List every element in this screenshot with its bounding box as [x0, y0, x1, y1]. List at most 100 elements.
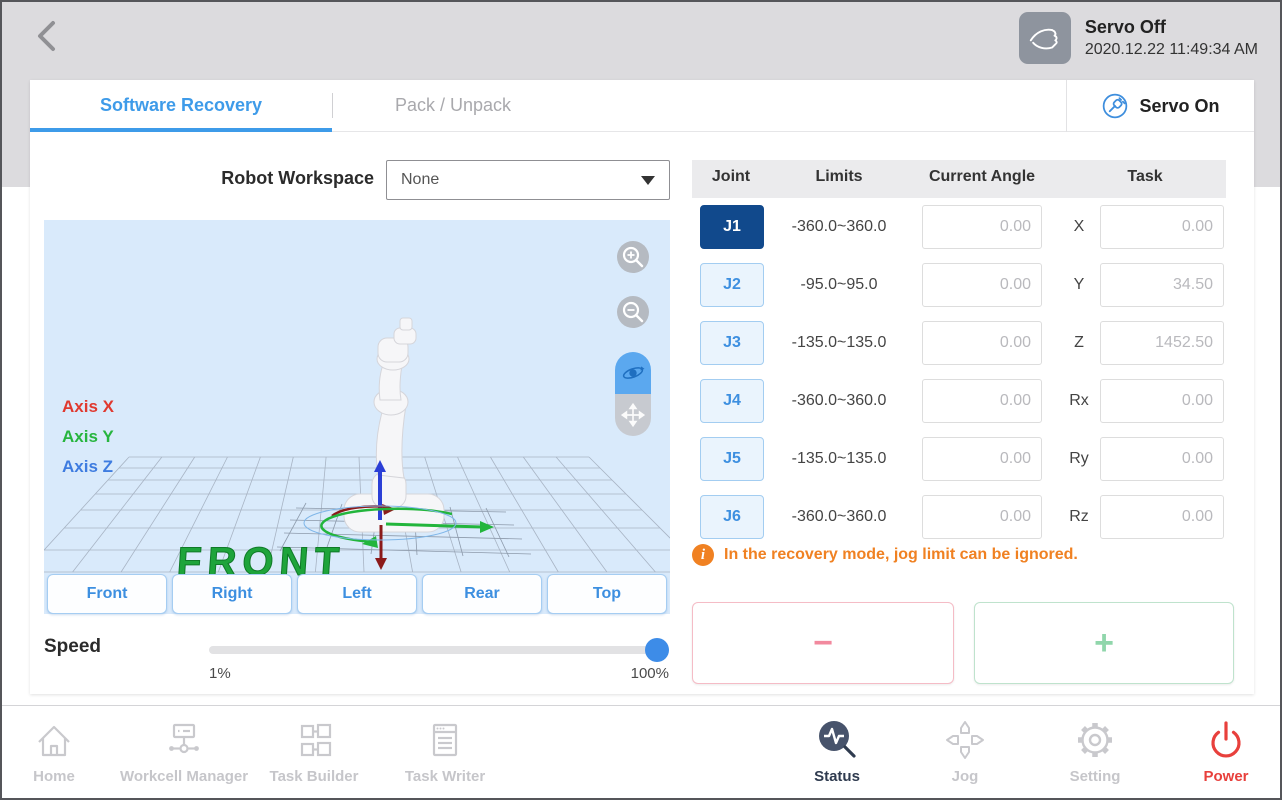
servo-on-button[interactable]: Servo On — [1066, 80, 1254, 132]
zoom-in-icon — [617, 241, 649, 273]
servo-state-indicator: Servo Off 2020.12.22 11:49:34 AM — [1018, 12, 1258, 64]
nav-label: Power — [1203, 768, 1249, 785]
header-task: Task — [1127, 168, 1163, 185]
task-value-input[interactable]: 0.00 — [1100, 495, 1224, 539]
bottom-navigation: Home Workcell Manager — [2, 705, 1280, 798]
view-left-button[interactable]: Left — [297, 574, 417, 614]
nav-task-builder[interactable]: Task Builder — [234, 712, 394, 785]
jog-plus-button[interactable]: + — [974, 602, 1234, 684]
joint-row-j2: J2 -95.0~95.0 0.00 Y 34.50 — [30, 263, 1254, 307]
pan-mode-button[interactable] — [615, 394, 651, 436]
nav-workcell-manager[interactable]: Workcell Manager — [104, 712, 264, 785]
nav-label: Status — [814, 768, 860, 785]
tab-pack-unpack[interactable]: Pack / Unpack — [333, 80, 573, 131]
recovery-info-message: i In the recovery mode, jog limit can be… — [692, 544, 1078, 566]
joint-limits: -360.0~360.0 — [791, 508, 887, 525]
current-angle-input[interactable]: 0.00 — [922, 321, 1042, 365]
joint-button-j6[interactable]: J6 — [700, 495, 764, 539]
tab-divider — [332, 93, 333, 118]
view-front-button[interactable]: Front — [47, 574, 167, 614]
servo-plug-icon — [1103, 93, 1128, 119]
joint-limits: -135.0~135.0 — [791, 334, 887, 351]
zoom-in-button[interactable] — [614, 238, 652, 276]
chevron-left-icon — [38, 21, 55, 51]
setting-icon — [1015, 712, 1175, 768]
tab-software-recovery[interactable]: Software Recovery — [30, 80, 332, 132]
task-axis-label: Y — [1073, 276, 1085, 293]
nav-setting[interactable]: Setting — [1015, 712, 1175, 785]
nav-jog[interactable]: Jog — [885, 712, 1045, 785]
view-mode-toggle[interactable] — [615, 352, 651, 436]
workspace-dropdown[interactable]: None — [386, 160, 670, 200]
nav-label: Home — [33, 768, 75, 785]
joint-limits: -360.0~360.0 — [791, 218, 887, 235]
workspace-label: Robot Workspace — [221, 168, 374, 188]
zoom-out-button[interactable] — [614, 293, 652, 331]
task-axis-label: X — [1073, 218, 1085, 235]
axis-legend: Axis X Axis Y Axis Z — [62, 392, 114, 482]
task-value-input[interactable]: 0.00 — [1100, 205, 1224, 249]
jog-icon — [885, 712, 1045, 768]
info-icon: i — [692, 544, 714, 566]
nav-home[interactable]: Home — [2, 712, 134, 785]
header-limits: Limits — [815, 168, 863, 185]
hand-guiding-icon — [1018, 12, 1071, 64]
power-icon — [1146, 712, 1280, 768]
task-axis-label: Z — [1074, 334, 1084, 351]
nav-label: Task Builder — [269, 768, 359, 785]
joint-row-j3: J3 -135.0~135.0 0.00 Z 1452.50 — [30, 321, 1254, 365]
speed-slider-track[interactable] — [209, 646, 669, 654]
speed-min-label: 1% — [209, 665, 231, 682]
joint-limits: -360.0~360.0 — [791, 392, 887, 409]
task-value-input[interactable]: 0.00 — [1100, 379, 1224, 423]
joint-row-j5: J5 -135.0~135.0 0.00 Ry 0.00 — [30, 437, 1254, 481]
speed-label: Speed — [44, 636, 102, 657]
current-angle-input[interactable]: 0.00 — [922, 205, 1042, 249]
joint-button-j5[interactable]: J5 — [700, 437, 764, 481]
current-angle-input[interactable]: 0.00 — [922, 495, 1042, 539]
tab-label: Software Recovery — [99, 95, 263, 115]
nav-status[interactable]: Status — [757, 712, 917, 785]
nav-label: Jog — [951, 768, 979, 785]
speed-slider-thumb[interactable] — [645, 638, 669, 662]
joint-button-j2[interactable]: J2 — [700, 263, 764, 307]
task-axis-label: Rx — [1069, 392, 1089, 409]
axis-z-label: Axis Z — [62, 457, 114, 476]
view-right-button[interactable]: Right — [172, 574, 292, 614]
robot-3d-viewport[interactable]: FRONT Axis X Axis Y Axis Z — [23, 220, 705, 614]
view-rear-button[interactable]: Rear — [422, 574, 542, 614]
active-tab-underline — [30, 128, 332, 132]
jog-minus-button[interactable]: − — [692, 602, 954, 684]
task-value-input[interactable]: 0.00 — [1100, 437, 1224, 481]
pan-icon — [620, 402, 646, 428]
task-value-input[interactable]: 1452.50 — [1100, 321, 1224, 365]
joint-table-header — [692, 160, 1226, 198]
joint-button-j1[interactable]: J1 — [700, 205, 764, 249]
tab-bar: Software Recovery Pack / Unpack Servo On — [30, 80, 1254, 132]
rotate-3d-icon — [622, 366, 645, 379]
joint-limits: -135.0~135.0 — [791, 450, 887, 467]
current-angle-input[interactable]: 0.00 — [922, 263, 1042, 307]
nav-label: Task Writer — [404, 768, 486, 785]
task-writer-icon — [365, 712, 525, 768]
chevron-down-icon — [641, 175, 655, 185]
info-text: In the recovery mode, jog limit can be i… — [724, 546, 1078, 563]
servo-on-label: Servo On — [1139, 95, 1220, 116]
view-top-button[interactable]: Top — [547, 574, 667, 614]
view-buttons-row: Front Right Left Rear Top — [44, 574, 670, 614]
joint-button-j4[interactable]: J4 — [700, 379, 764, 423]
nav-task-writer[interactable]: Task Writer — [365, 712, 525, 785]
zoom-out-icon — [617, 296, 649, 328]
joint-row-j6: J6 -360.0~360.0 0.00 Rz 0.00 — [30, 495, 1254, 539]
back-button[interactable] — [28, 16, 68, 56]
joint-button-j3[interactable]: J3 — [700, 321, 764, 365]
joint-row-j1: J1 -360.0~360.0 0.00 X 0.00 — [30, 205, 1254, 249]
task-axis-label: Ry — [1069, 450, 1089, 467]
status-icon — [757, 712, 917, 768]
nav-power[interactable]: Power — [1146, 712, 1280, 785]
current-angle-input[interactable]: 0.00 — [922, 379, 1042, 423]
current-angle-input[interactable]: 0.00 — [922, 437, 1042, 481]
task-value-input[interactable]: 34.50 — [1100, 263, 1224, 307]
rotate-mode-button[interactable] — [615, 352, 651, 394]
